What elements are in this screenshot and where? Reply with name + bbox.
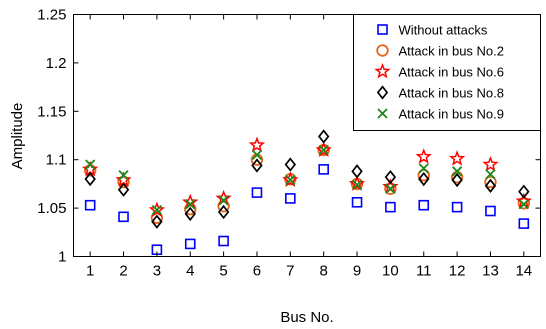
data-point bbox=[85, 159, 96, 170]
legend-label: Without attacks bbox=[399, 23, 488, 38]
data-point bbox=[384, 169, 397, 185]
data-point bbox=[451, 172, 463, 188]
legend-marker bbox=[376, 85, 389, 100]
y-tick-label: 1.25 bbox=[37, 7, 66, 24]
data-point bbox=[285, 193, 296, 204]
x-axis-label: Bus No. bbox=[280, 309, 333, 326]
data-point bbox=[448, 150, 466, 166]
data-point bbox=[518, 199, 529, 210]
data-point bbox=[217, 204, 230, 220]
y-tick-label: 1 bbox=[58, 249, 66, 266]
data-point bbox=[482, 155, 499, 172]
x-tick-label: 4 bbox=[186, 263, 194, 280]
data-point bbox=[118, 211, 129, 223]
data-point bbox=[385, 183, 396, 194]
data-point bbox=[417, 168, 430, 182]
data-point bbox=[117, 182, 130, 197]
data-point bbox=[485, 169, 496, 180]
legend-marker bbox=[376, 44, 389, 57]
data-point bbox=[148, 201, 166, 217]
x-tick-label: 5 bbox=[219, 263, 227, 280]
data-point bbox=[351, 164, 363, 179]
x-tick-label: 8 bbox=[320, 263, 328, 280]
plot-frame bbox=[73, 14, 541, 257]
data-point bbox=[518, 184, 530, 199]
data-point bbox=[218, 195, 229, 206]
data-point bbox=[415, 148, 432, 164]
data-point bbox=[251, 187, 263, 198]
x-tick-label: 1 bbox=[86, 263, 94, 280]
data-point bbox=[418, 199, 430, 211]
data-point bbox=[351, 196, 363, 208]
x-tick-label: 10 bbox=[382, 263, 399, 280]
legend-label: Attack in bus No.2 bbox=[399, 44, 505, 59]
data-point bbox=[118, 170, 129, 181]
legend-marker bbox=[377, 24, 388, 35]
y-tick-label: 1.2 bbox=[46, 55, 67, 72]
data-point bbox=[348, 175, 366, 191]
data-point bbox=[185, 199, 196, 210]
data-point bbox=[318, 164, 329, 175]
data-point bbox=[117, 175, 130, 189]
x-tick-label: 11 bbox=[416, 263, 432, 280]
x-tick-label: 13 bbox=[482, 263, 499, 280]
data-point bbox=[248, 136, 266, 153]
legend: Without attacks Attack in bus No.2 Attack … bbox=[353, 14, 541, 131]
x-tick-label: 12 bbox=[449, 263, 466, 280]
data-point bbox=[451, 201, 463, 213]
data-point bbox=[251, 149, 263, 160]
data-point bbox=[184, 206, 196, 222]
data-point bbox=[184, 238, 196, 250]
data-point bbox=[284, 157, 297, 172]
legend-marker bbox=[374, 62, 391, 79]
data-point bbox=[151, 214, 163, 229]
x-tick-label: 9 bbox=[353, 263, 361, 280]
data-point bbox=[484, 175, 497, 189]
data-point bbox=[151, 204, 163, 216]
data-point bbox=[285, 174, 296, 186]
chart-marks bbox=[82, 129, 532, 256]
data-point bbox=[385, 201, 396, 213]
legend-label: Attack in bus No.9 bbox=[399, 107, 505, 122]
data-point bbox=[317, 129, 330, 144]
data-point bbox=[315, 141, 332, 157]
legend-marker bbox=[377, 108, 388, 119]
data-point bbox=[351, 179, 363, 191]
data-point bbox=[418, 171, 430, 187]
data-point bbox=[251, 158, 263, 173]
y-tick-label: 1.05 bbox=[37, 200, 66, 217]
data-point bbox=[418, 163, 429, 174]
y-tick-label: 1.1 bbox=[46, 152, 67, 169]
data-point bbox=[84, 171, 96, 187]
data-point bbox=[218, 235, 229, 247]
y-tick-label: 1.15 bbox=[37, 103, 66, 120]
x-tick-label: 14 bbox=[515, 263, 532, 280]
data-point bbox=[518, 218, 530, 229]
data-point bbox=[282, 171, 299, 187]
series-1 bbox=[84, 164, 530, 256]
x-tick-label: 2 bbox=[119, 263, 127, 280]
x-tick-label: 3 bbox=[153, 263, 161, 280]
series-4 bbox=[84, 129, 530, 229]
x-tick-label: 6 bbox=[253, 263, 261, 280]
x-tick-label: 7 bbox=[286, 263, 294, 280]
data-point bbox=[84, 199, 96, 211]
data-point bbox=[484, 178, 497, 194]
data-point bbox=[485, 205, 496, 217]
data-point bbox=[318, 144, 329, 156]
data-point bbox=[451, 166, 463, 177]
y-axis-label: Amplitude bbox=[9, 103, 26, 170]
legend-label: Attack in bus No.8 bbox=[399, 86, 505, 101]
series-5 bbox=[85, 144, 529, 216]
legend-label: Attack in bus No.6 bbox=[399, 65, 505, 80]
